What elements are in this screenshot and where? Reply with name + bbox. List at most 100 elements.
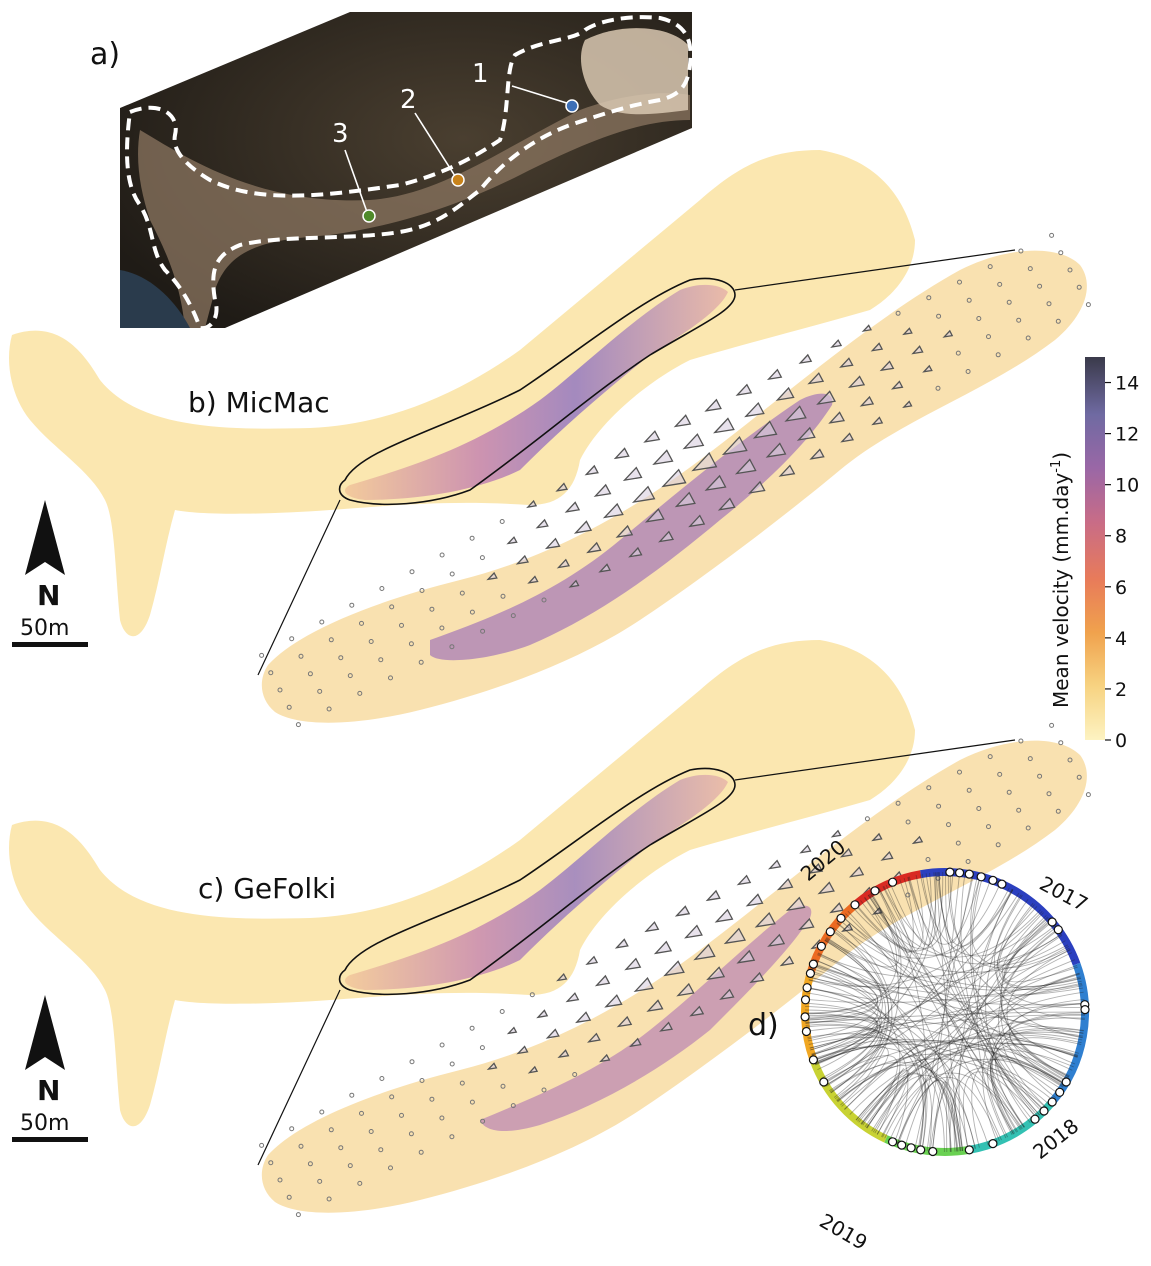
- pair-chord: [953, 918, 1050, 1152]
- velocity-dot: [1018, 738, 1024, 744]
- acquisition-node: [1030, 1114, 1040, 1124]
- velocity-dot: [317, 1178, 323, 1184]
- pair-chord: [808, 889, 1014, 987]
- pair-chord: [839, 883, 1001, 959]
- velocity-dot: [349, 602, 355, 608]
- pair-chord: [805, 959, 879, 1021]
- point-1-label: 1: [472, 59, 489, 89]
- velocity-arrow: [744, 401, 765, 418]
- acquisition-node: [887, 877, 898, 887]
- velocity-arrow: [839, 847, 853, 858]
- velocity-arrow: [871, 832, 883, 842]
- colorbar-gradient: [1085, 357, 1105, 740]
- velocity-dot: [1006, 789, 1012, 795]
- velocity-arrow: [767, 933, 786, 947]
- colorbar-tick-label: 14: [1115, 373, 1139, 395]
- velocity-arrow: [839, 357, 854, 368]
- velocity-arrow: [545, 1028, 560, 1039]
- velocity-dot: [469, 535, 475, 541]
- velocity-dot: [1067, 267, 1073, 273]
- velocity-arrow: [817, 881, 835, 895]
- velocity-arrow: [766, 368, 783, 381]
- velocity-arrow: [544, 537, 561, 550]
- pair-chord: [872, 1071, 910, 1134]
- pair-chord: [805, 959, 879, 1024]
- velocity-arrow: [734, 458, 757, 475]
- pair-chord: [958, 889, 1014, 1151]
- velocity-dot: [459, 1080, 465, 1086]
- colorbar-tick-label: 2: [1115, 679, 1127, 701]
- velocity-dot: [429, 606, 435, 612]
- velocity-dot: [439, 552, 445, 558]
- pair-chord: [990, 1037, 1082, 1135]
- velocity-dot: [1085, 302, 1091, 308]
- pair-chord: [834, 1064, 976, 1149]
- pair-chord: [991, 1014, 1086, 1134]
- velocity-dot: [1046, 791, 1052, 797]
- pair-chord: [989, 998, 1085, 1136]
- velocity-arrow: [861, 324, 872, 332]
- velocity-dot: [268, 1160, 274, 1166]
- velocity-arrow: [721, 435, 748, 456]
- velocity-arrow: [704, 474, 727, 491]
- velocity-dot: [1037, 283, 1043, 289]
- micmac-zoom-velocity-map: [261, 250, 1087, 723]
- pair-chord: [813, 1043, 1047, 1109]
- velocity-arrow: [902, 327, 913, 336]
- pair-chord: [824, 893, 900, 968]
- pair-chord: [982, 973, 1080, 1143]
- velocity-dot: [905, 892, 911, 898]
- velocity-dot: [379, 1076, 385, 1081]
- pair-chord: [971, 1058, 1066, 1148]
- velocity-dot: [449, 571, 455, 577]
- velocity-dot: [277, 687, 283, 693]
- gefolki-zoom-velocity-map: [261, 740, 1087, 1213]
- velocity-dot: [955, 350, 961, 356]
- velocity-arrow: [796, 426, 816, 441]
- velocity-arrow: [879, 360, 895, 372]
- velocity-dot: [955, 840, 961, 846]
- pair-chord: [907, 876, 981, 945]
- pair-chord: [829, 1053, 1054, 1101]
- velocity-arrow: [568, 579, 580, 588]
- pair-chord: [868, 894, 1025, 1128]
- pair-chord: [845, 913, 1066, 1085]
- pair-chord: [1000, 929, 1059, 1099]
- pair-chord: [995, 1055, 1065, 1121]
- velocity-dot: [1016, 807, 1022, 813]
- velocity-arrow: [515, 554, 530, 565]
- velocity-dot: [338, 1145, 344, 1151]
- velocity-arrow: [752, 420, 778, 439]
- pair-chord: [855, 871, 944, 952]
- acquisition-node: [945, 867, 955, 877]
- velocity-arrow: [847, 375, 866, 389]
- pair-chord: [864, 991, 1084, 1128]
- pair-chord: [938, 872, 1041, 1116]
- acquisition-node: [870, 886, 880, 896]
- pair-chord: [897, 1076, 1000, 1145]
- point-3-leader: [344, 149, 368, 213]
- panel-a-label: a): [90, 37, 120, 72]
- pair-chord: [860, 1073, 928, 1151]
- velocity-dot: [510, 1103, 516, 1109]
- velocity-dot: [976, 806, 982, 811]
- pair-chord: [814, 1045, 889, 1110]
- colorbar-tick-label: 10: [1115, 475, 1139, 497]
- pair-chord: [1003, 920, 1078, 983]
- velocity-dot: [439, 1042, 445, 1048]
- gefolki-active-band: [345, 774, 728, 990]
- pair-chord: [804, 1012, 959, 1152]
- velocity-dot: [1027, 756, 1033, 762]
- pair-chord: [830, 927, 889, 1094]
- pair-chord: [826, 937, 887, 1087]
- velocity-arrow: [785, 896, 806, 912]
- velocity-dot: [1049, 722, 1055, 728]
- velocity-arrow: [809, 448, 825, 460]
- pair-chord: [996, 904, 1071, 973]
- acquisition-node: [1039, 1106, 1049, 1116]
- velocity-dot: [469, 1099, 475, 1105]
- pair-chord: [836, 922, 1082, 989]
- acquisition-node: [808, 959, 819, 969]
- acquisition-node: [954, 868, 965, 878]
- velocity-arrow: [723, 927, 747, 945]
